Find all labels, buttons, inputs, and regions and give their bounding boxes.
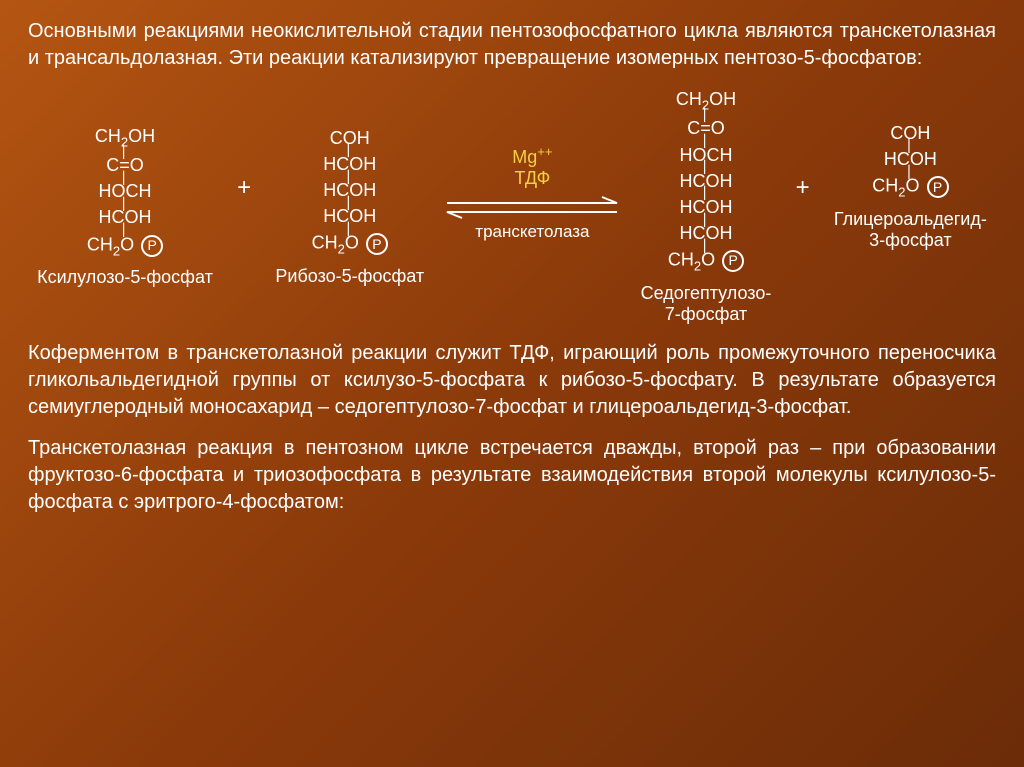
outro-paragraph-2: Транскетолазная реакция в пентозном цикл… [28, 435, 996, 516]
molecule-ribose: COH ⎜ HCOH ⎜ HCOH ⎜ HCOH ⎜ CH2O P Рибозо… [275, 129, 424, 288]
phosphate-icon: P [141, 235, 163, 257]
phosphate-icon: P [927, 176, 949, 198]
outro-paragraph-1: Коферментом в транскетолазной реакции сл… [28, 340, 996, 421]
molecule-label: Ксилулозо-5-фосфат [37, 267, 213, 289]
reaction-scheme: CH2OH ⎜ C=O ⎜ HOCH ⎜ HCOH ⎜ CH2O P Ксилу… [28, 90, 996, 326]
reaction-arrow: Mg++ ТДФ транскетолаза [442, 144, 622, 242]
intro-paragraph: Основными реакциями неокислительной стад… [28, 18, 996, 72]
plus-right: + [790, 174, 816, 202]
molecule-glyceraldehyde: COH ⎜ HCOH ⎜ CH2O P Глицероальдегид- 3-ф… [834, 124, 987, 252]
molecule-label: Глицероальдегид- 3-фосфат [834, 209, 987, 252]
phosphate-icon: P [722, 250, 744, 272]
phosphate-icon: P [366, 233, 388, 255]
molecule-label: Рибозо-5-фосфат [275, 266, 424, 288]
molecule-xylulose: CH2OH ⎜ C=O ⎜ HOCH ⎜ HCOH ⎜ CH2O P Ксилу… [37, 127, 213, 289]
molecule-label: Седогептулозо- 7-фосфат [641, 283, 772, 326]
plus-left: + [231, 174, 257, 202]
cofactor-text: Mg++ ТДФ [442, 144, 622, 190]
molecule-sedoheptulose: CH2OH ⎜ C=O ⎜ HOCH ⎜ HCOH ⎜ HCOH ⎜ HCOH … [641, 90, 772, 326]
equilibrium-arrow-icon [442, 194, 622, 220]
enzyme-label: транскетолаза [442, 222, 622, 242]
